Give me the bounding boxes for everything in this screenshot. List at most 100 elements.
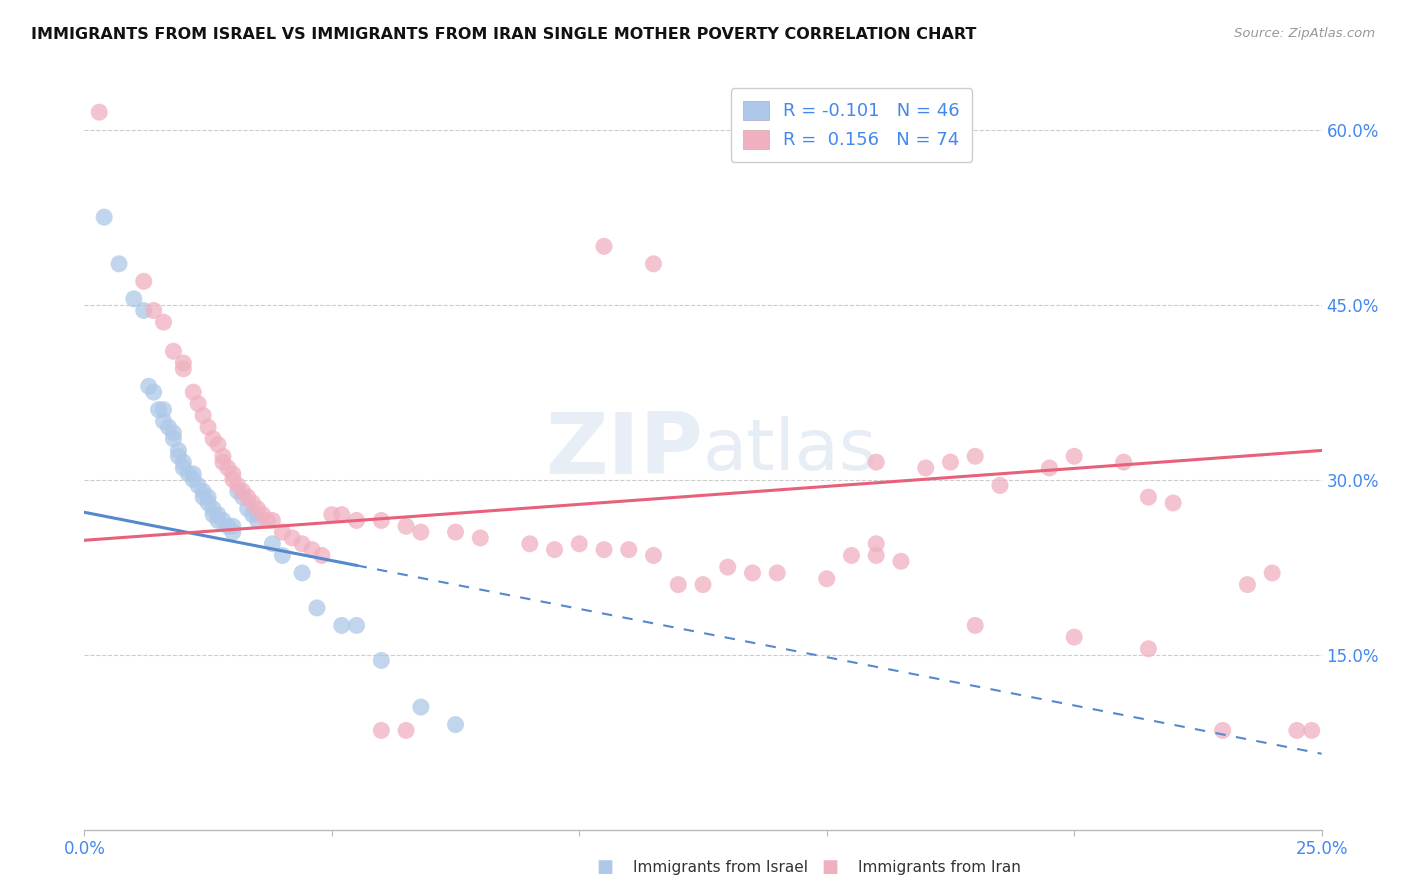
Point xyxy=(1063,450,1085,464)
Point xyxy=(222,525,245,540)
Point xyxy=(330,618,353,632)
Point xyxy=(212,513,235,527)
Point xyxy=(222,473,245,487)
Point xyxy=(965,450,987,464)
Point xyxy=(311,549,333,563)
Point xyxy=(766,566,789,580)
Point xyxy=(93,210,115,224)
Point xyxy=(197,496,219,510)
Point xyxy=(212,455,235,469)
Point xyxy=(717,560,740,574)
Point xyxy=(444,717,467,731)
Point xyxy=(232,484,254,499)
Point xyxy=(593,239,616,253)
Point xyxy=(1137,490,1160,504)
Point xyxy=(162,425,184,440)
Point xyxy=(1212,723,1234,738)
Point xyxy=(132,274,155,288)
Point xyxy=(965,618,987,632)
Point xyxy=(167,450,190,464)
Point xyxy=(692,577,714,591)
Point xyxy=(162,432,184,446)
Point xyxy=(409,700,432,714)
Point xyxy=(865,537,887,551)
Point xyxy=(301,542,323,557)
Point xyxy=(741,566,763,580)
Point xyxy=(865,455,887,469)
Point xyxy=(593,542,616,557)
Point xyxy=(172,361,194,376)
Point xyxy=(305,601,328,615)
Point xyxy=(197,490,219,504)
Point xyxy=(236,490,259,504)
Point xyxy=(242,496,264,510)
Point xyxy=(330,508,353,522)
Point xyxy=(152,414,174,428)
Point xyxy=(142,303,165,318)
Text: Immigrants from Israel: Immigrants from Israel xyxy=(633,861,807,875)
Point xyxy=(1063,630,1085,644)
Point xyxy=(181,467,204,481)
Point xyxy=(246,513,269,527)
Point xyxy=(1161,496,1184,510)
Point xyxy=(841,549,863,563)
Point xyxy=(187,478,209,492)
Point xyxy=(191,409,214,423)
Point xyxy=(172,461,194,475)
Point xyxy=(226,478,249,492)
Point xyxy=(108,257,131,271)
Point xyxy=(543,542,565,557)
Point xyxy=(222,519,245,533)
Point xyxy=(246,501,269,516)
Point xyxy=(138,379,160,393)
Text: ■: ■ xyxy=(821,858,838,876)
Point xyxy=(815,572,838,586)
Point xyxy=(643,257,665,271)
Point xyxy=(1038,461,1060,475)
Point xyxy=(152,402,174,417)
Point xyxy=(291,537,314,551)
Point xyxy=(1285,723,1308,738)
Text: ZIP: ZIP xyxy=(546,409,703,492)
Point xyxy=(132,303,155,318)
Point xyxy=(939,455,962,469)
Point xyxy=(291,566,314,580)
Point xyxy=(444,525,467,540)
Point xyxy=(568,537,591,551)
Point xyxy=(262,537,284,551)
Point xyxy=(1112,455,1135,469)
Point xyxy=(271,525,294,540)
Point xyxy=(89,105,111,120)
Text: Immigrants from Iran: Immigrants from Iran xyxy=(858,861,1021,875)
Point xyxy=(187,397,209,411)
Point xyxy=(281,531,304,545)
Point xyxy=(202,501,225,516)
Point xyxy=(519,537,541,551)
Point xyxy=(666,577,689,591)
Point xyxy=(1137,641,1160,656)
Point xyxy=(181,385,204,400)
Point xyxy=(409,525,432,540)
Text: Source: ZipAtlas.com: Source: ZipAtlas.com xyxy=(1234,27,1375,40)
Point xyxy=(226,484,249,499)
Point xyxy=(617,542,640,557)
Text: atlas: atlas xyxy=(703,416,877,485)
Point xyxy=(914,461,936,475)
Point xyxy=(1301,723,1323,738)
Point xyxy=(197,420,219,434)
Point xyxy=(181,473,204,487)
Point xyxy=(232,490,254,504)
Point xyxy=(207,437,229,451)
Point xyxy=(470,531,492,545)
Point xyxy=(242,508,264,522)
Point xyxy=(167,443,190,458)
Point xyxy=(1261,566,1284,580)
Legend: R = -0.101   N = 46, R =  0.156   N = 74: R = -0.101 N = 46, R = 0.156 N = 74 xyxy=(731,88,973,162)
Point xyxy=(217,461,239,475)
Point xyxy=(202,508,225,522)
Point xyxy=(865,549,887,563)
Point xyxy=(236,501,259,516)
Point xyxy=(370,723,392,738)
Point xyxy=(271,549,294,563)
Point xyxy=(988,478,1011,492)
